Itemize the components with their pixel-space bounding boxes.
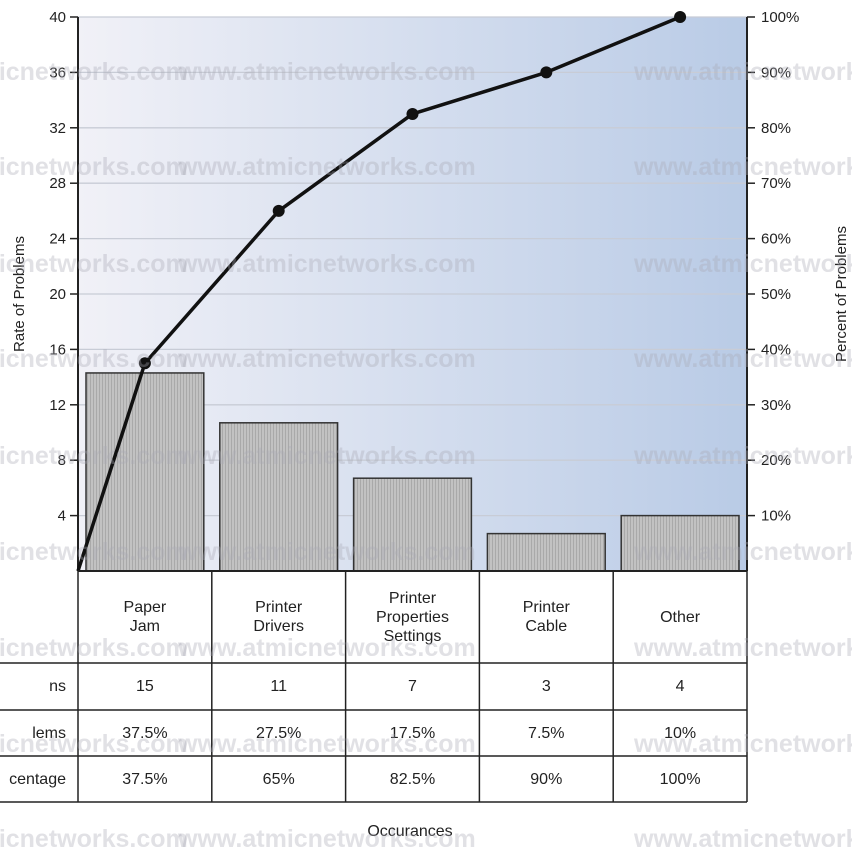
- line-point: [674, 11, 687, 23]
- table-cell: 27.5%: [256, 724, 302, 742]
- y-tick-label: 24: [49, 231, 66, 248]
- y2-tick-label: 20%: [761, 452, 791, 469]
- y2-axis-title: Percent of Problems: [833, 226, 850, 362]
- line-point: [540, 66, 553, 79]
- y-tick-label: 20: [49, 286, 66, 303]
- y2-tick-label: 90%: [761, 64, 791, 81]
- table-cell: 15: [136, 678, 154, 695]
- category-label: Printer Cable: [522, 599, 570, 635]
- table-cell: 17.5%: [389, 724, 436, 742]
- table-row-label: ns: [49, 678, 66, 695]
- table-cell: 7.5%: [528, 724, 565, 742]
- table-row-label: lems: [32, 724, 66, 742]
- y-tick-label: 8: [58, 452, 66, 469]
- x-axis-title: Occurances: [367, 823, 453, 840]
- y-tick-label: 12: [49, 397, 66, 414]
- bar: [352, 477, 473, 572]
- table-cell: 37.5%: [122, 770, 168, 788]
- line-point: [138, 357, 151, 370]
- bar: [219, 422, 339, 572]
- y-axis-title: Rate of Problems: [11, 236, 28, 352]
- table-cell: 11: [270, 678, 287, 695]
- y-tick-label: 36: [49, 64, 66, 81]
- table-row-label: centage: [9, 770, 66, 788]
- table-cell: 10%: [664, 724, 697, 742]
- table-cell: 100%: [659, 770, 701, 788]
- ticks: 4 10% 8 20% 12 30% 16 40% 20 50% 24 60% 28 70% 32 80% 36…: [49, 9, 799, 525]
- y-tick-label: 4: [58, 508, 66, 525]
- category-label: Paper Jam: [123, 599, 167, 635]
- table-cell: 3: [541, 678, 551, 695]
- table-cell: 82.5%: [389, 770, 436, 788]
- y2-tick-label: 30%: [761, 397, 791, 414]
- category-label: Other: [660, 608, 701, 626]
- category-label: Printer Drivers: [253, 599, 305, 635]
- cumulative-line-path: [76, 15, 681, 572]
- table-cell: 7: [408, 678, 417, 695]
- bars: [85, 372, 740, 572]
- table-cell: 4: [675, 678, 685, 695]
- bar: [620, 514, 740, 572]
- category-label: Printer Properties Settings: [376, 589, 449, 645]
- y2-tick-label: 70%: [761, 175, 791, 192]
- table-cell: 90%: [530, 770, 563, 788]
- y-tick-label: 28: [49, 175, 66, 192]
- line-point: [406, 107, 419, 120]
- y2-tick-label: 10%: [761, 508, 791, 525]
- y2-tick-label: 60%: [761, 231, 791, 248]
- bar: [85, 372, 205, 572]
- y-tick-label: 16: [49, 341, 66, 358]
- y-tick-label: 32: [49, 120, 66, 137]
- cumulative-line: [76, 11, 687, 572]
- line-point: [272, 204, 285, 217]
- y2-tick-label: 100%: [761, 9, 799, 26]
- table-cell: 65%: [262, 770, 295, 788]
- table-cell: 37.5%: [122, 724, 168, 742]
- y-tick-label: 40: [49, 9, 66, 26]
- y2-tick-label: 80%: [761, 120, 791, 137]
- y2-tick-label: 50%: [761, 286, 791, 303]
- y2-tick-label: 40%: [761, 341, 791, 358]
